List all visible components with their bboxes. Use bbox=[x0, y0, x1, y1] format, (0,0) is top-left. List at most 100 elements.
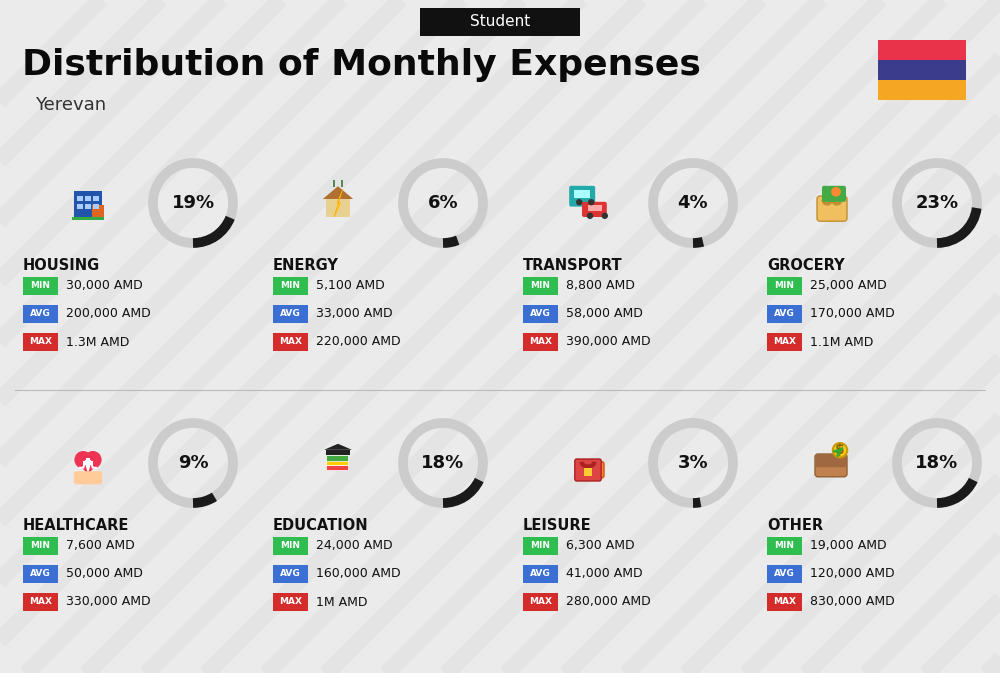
Text: 23%: 23% bbox=[915, 194, 959, 212]
Text: GROCERY: GROCERY bbox=[767, 258, 845, 273]
FancyBboxPatch shape bbox=[815, 454, 847, 476]
FancyBboxPatch shape bbox=[23, 537, 58, 555]
FancyBboxPatch shape bbox=[326, 456, 348, 460]
FancyBboxPatch shape bbox=[23, 593, 58, 611]
Text: 120,000 AMD: 120,000 AMD bbox=[810, 567, 895, 581]
FancyBboxPatch shape bbox=[767, 593, 802, 611]
FancyBboxPatch shape bbox=[273, 277, 308, 295]
FancyBboxPatch shape bbox=[817, 196, 847, 221]
Text: MIN: MIN bbox=[530, 281, 550, 291]
FancyBboxPatch shape bbox=[878, 80, 966, 100]
FancyBboxPatch shape bbox=[85, 204, 91, 209]
Text: Distribution of Monthly Expenses: Distribution of Monthly Expenses bbox=[22, 48, 701, 82]
FancyBboxPatch shape bbox=[23, 277, 58, 295]
Circle shape bbox=[576, 199, 582, 205]
Text: 25,000 AMD: 25,000 AMD bbox=[810, 279, 887, 293]
FancyBboxPatch shape bbox=[23, 333, 58, 351]
FancyBboxPatch shape bbox=[588, 205, 602, 211]
Text: AVG: AVG bbox=[30, 569, 51, 579]
Text: Student: Student bbox=[470, 15, 530, 30]
Circle shape bbox=[84, 451, 102, 468]
Text: 50,000 AMD: 50,000 AMD bbox=[66, 567, 143, 581]
Circle shape bbox=[602, 213, 608, 219]
Text: MIN: MIN bbox=[280, 542, 300, 551]
FancyBboxPatch shape bbox=[333, 180, 335, 187]
Text: 6%: 6% bbox=[428, 194, 458, 212]
Text: MIN: MIN bbox=[774, 542, 794, 551]
Text: MAX: MAX bbox=[773, 337, 796, 347]
Text: TRANSPORT: TRANSPORT bbox=[523, 258, 623, 273]
Polygon shape bbox=[323, 186, 353, 199]
Text: HEALTHCARE: HEALTHCARE bbox=[23, 518, 129, 534]
Circle shape bbox=[831, 187, 841, 197]
Text: 7,600 AMD: 7,600 AMD bbox=[66, 540, 135, 553]
FancyBboxPatch shape bbox=[86, 458, 90, 467]
FancyBboxPatch shape bbox=[85, 196, 91, 201]
Polygon shape bbox=[334, 189, 343, 217]
Text: 18%: 18% bbox=[421, 454, 465, 472]
Text: 30,000 AMD: 30,000 AMD bbox=[66, 279, 143, 293]
Text: AVG: AVG bbox=[280, 569, 301, 579]
Text: Yerevan: Yerevan bbox=[35, 96, 106, 114]
FancyBboxPatch shape bbox=[93, 196, 99, 201]
Text: 330,000 AMD: 330,000 AMD bbox=[66, 596, 151, 608]
FancyBboxPatch shape bbox=[523, 593, 558, 611]
Text: 9%: 9% bbox=[178, 454, 208, 472]
Text: $: $ bbox=[835, 444, 845, 457]
Circle shape bbox=[587, 213, 593, 219]
Text: 3%: 3% bbox=[678, 454, 708, 472]
FancyBboxPatch shape bbox=[420, 8, 580, 36]
Text: MIN: MIN bbox=[774, 281, 794, 291]
Text: LEISURE: LEISURE bbox=[523, 518, 592, 534]
Polygon shape bbox=[75, 460, 101, 474]
Text: 5,100 AMD: 5,100 AMD bbox=[316, 279, 385, 293]
FancyBboxPatch shape bbox=[273, 333, 308, 351]
Text: MIN: MIN bbox=[30, 542, 50, 551]
FancyBboxPatch shape bbox=[326, 199, 350, 217]
Text: 18%: 18% bbox=[915, 454, 959, 472]
FancyBboxPatch shape bbox=[767, 305, 802, 323]
FancyBboxPatch shape bbox=[74, 471, 102, 485]
FancyBboxPatch shape bbox=[523, 565, 558, 583]
Text: MAX: MAX bbox=[279, 337, 302, 347]
FancyBboxPatch shape bbox=[582, 202, 607, 217]
Text: MAX: MAX bbox=[773, 598, 796, 606]
FancyBboxPatch shape bbox=[341, 180, 343, 187]
FancyBboxPatch shape bbox=[326, 460, 348, 466]
Text: 170,000 AMD: 170,000 AMD bbox=[810, 308, 895, 320]
FancyBboxPatch shape bbox=[92, 205, 104, 217]
Text: 24,000 AMD: 24,000 AMD bbox=[316, 540, 393, 553]
Text: 6,300 AMD: 6,300 AMD bbox=[566, 540, 635, 553]
Text: 160,000 AMD: 160,000 AMD bbox=[316, 567, 401, 581]
Text: 33,000 AMD: 33,000 AMD bbox=[316, 308, 393, 320]
FancyBboxPatch shape bbox=[273, 305, 308, 323]
FancyBboxPatch shape bbox=[584, 468, 592, 476]
FancyBboxPatch shape bbox=[878, 40, 966, 60]
Text: MAX: MAX bbox=[529, 337, 552, 347]
Text: 1M AMD: 1M AMD bbox=[316, 596, 368, 608]
FancyBboxPatch shape bbox=[74, 191, 102, 217]
FancyBboxPatch shape bbox=[523, 537, 558, 555]
Text: 200,000 AMD: 200,000 AMD bbox=[66, 308, 151, 320]
Circle shape bbox=[833, 443, 847, 458]
FancyBboxPatch shape bbox=[767, 537, 802, 555]
Text: EDUCATION: EDUCATION bbox=[273, 518, 369, 534]
Text: 19,000 AMD: 19,000 AMD bbox=[810, 540, 887, 553]
FancyBboxPatch shape bbox=[273, 537, 308, 555]
Text: 830,000 AMD: 830,000 AMD bbox=[810, 596, 895, 608]
Text: MAX: MAX bbox=[529, 598, 552, 606]
FancyBboxPatch shape bbox=[588, 462, 604, 478]
Text: MAX: MAX bbox=[279, 598, 302, 606]
Text: MIN: MIN bbox=[280, 281, 300, 291]
Text: 1.1M AMD: 1.1M AMD bbox=[810, 336, 873, 349]
FancyBboxPatch shape bbox=[878, 60, 966, 80]
Text: AVG: AVG bbox=[30, 310, 51, 318]
Text: MAX: MAX bbox=[29, 598, 52, 606]
Polygon shape bbox=[324, 444, 352, 450]
Text: 390,000 AMD: 390,000 AMD bbox=[566, 336, 651, 349]
FancyBboxPatch shape bbox=[326, 450, 350, 456]
FancyBboxPatch shape bbox=[273, 565, 308, 583]
FancyBboxPatch shape bbox=[575, 459, 601, 481]
FancyBboxPatch shape bbox=[93, 204, 99, 209]
Text: AVG: AVG bbox=[530, 310, 551, 318]
